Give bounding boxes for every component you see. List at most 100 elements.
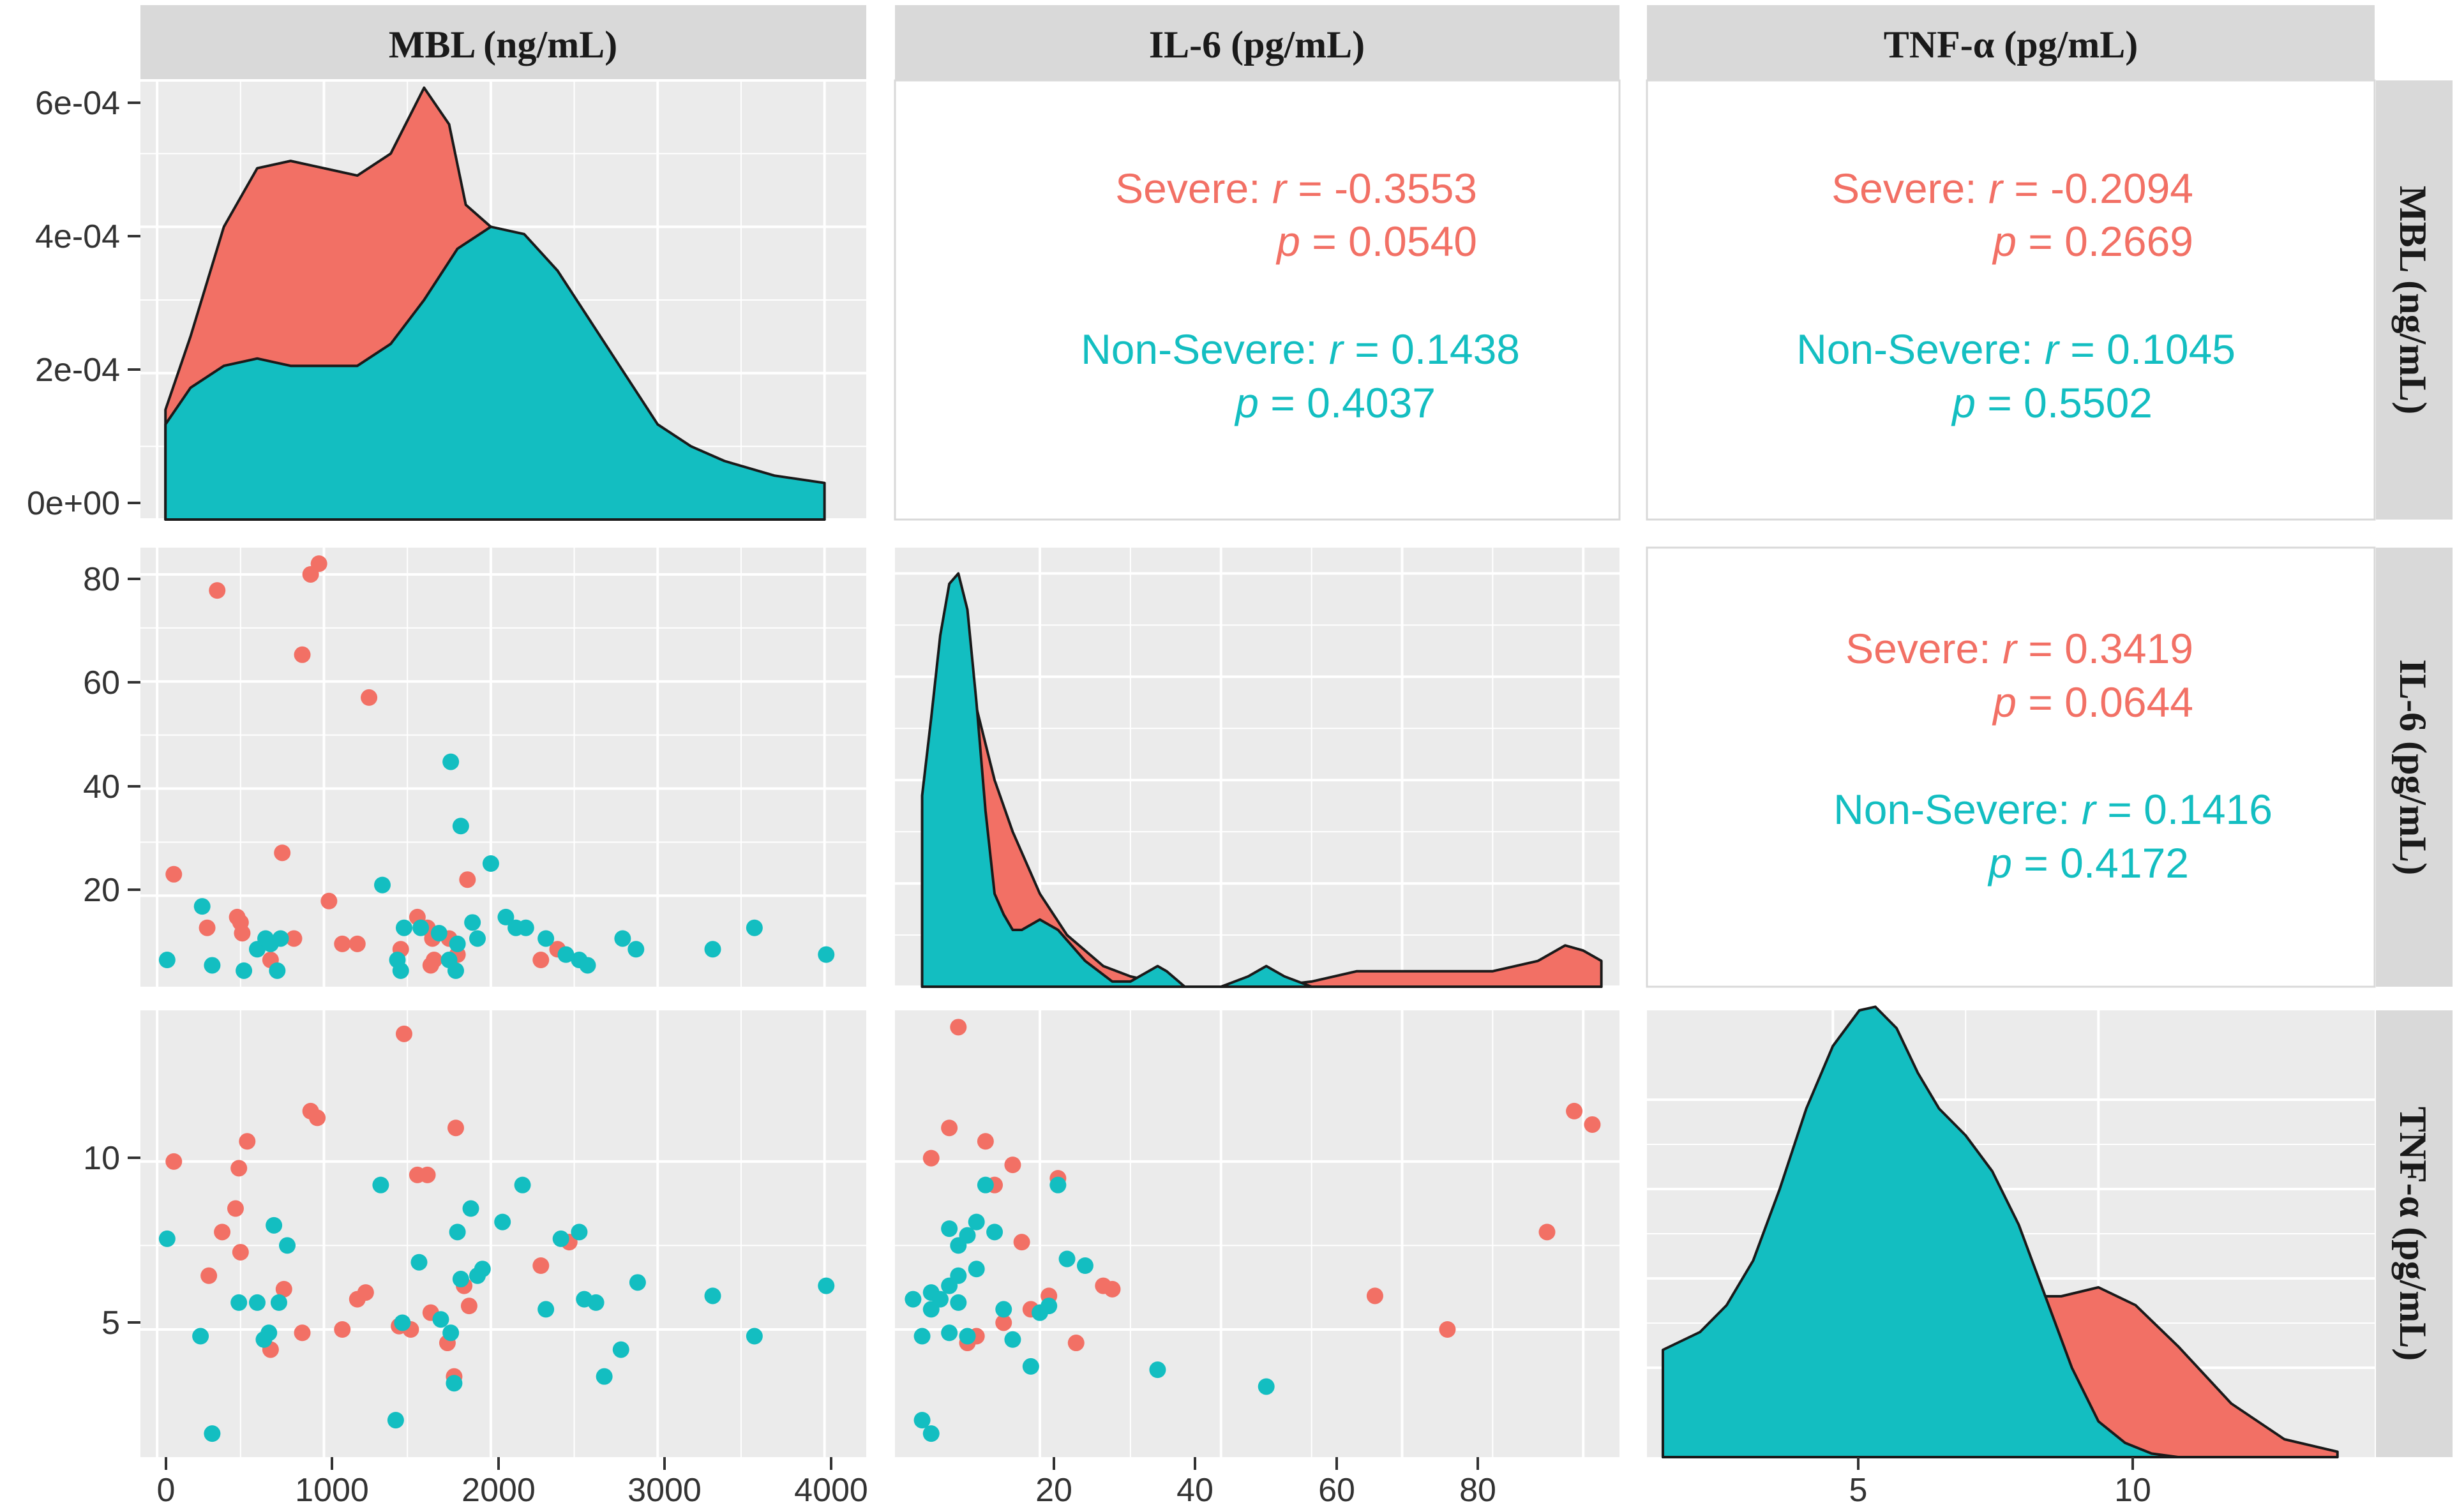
corr-severe-p: p = 0.0644 <box>1992 678 2193 726</box>
scatter-point-severe <box>285 930 303 947</box>
scatter-point-severe <box>209 582 226 599</box>
x-axis-mbl: 0 1000 2000 3000 4000 <box>157 1457 868 1509</box>
y-tick-label: 40 <box>83 768 120 805</box>
mbl-density-plot <box>140 79 866 521</box>
scatter-point-non-severe <box>158 1230 176 1247</box>
row-strip-label-tnf: TNF-α (pg/mL) <box>2392 1107 2434 1361</box>
corr-severe-r: Severe: r = 0.3419 <box>1845 625 2193 672</box>
scatter-point-non-severe <box>442 753 460 770</box>
scatter-point-non-severe <box>447 962 465 979</box>
scatter-point-non-severe <box>1022 1358 1039 1375</box>
scatter-point-non-severe <box>612 1341 629 1358</box>
scatter-point-severe <box>447 1119 465 1137</box>
scatter-point-non-severe <box>950 1267 967 1284</box>
gridlines <box>895 548 1619 988</box>
scatter-point-non-severe <box>1076 1257 1093 1274</box>
scatter-point-non-severe <box>968 1213 985 1231</box>
scatter-point-non-severe <box>986 1224 1003 1241</box>
scatter-point-severe <box>320 892 338 909</box>
scatter-point-severe <box>294 646 311 663</box>
scatter-point-non-severe <box>627 941 645 958</box>
scatter-point-non-severe <box>517 919 534 936</box>
corr-mbl-il6: Severe: r = -0.3553 p = 0.0540 Non-Sever… <box>1081 165 1520 426</box>
scatter-point-non-severe <box>494 1213 511 1231</box>
scatter-point-non-severe <box>442 1324 460 1342</box>
density-area-non-severe <box>1661 1005 2180 1458</box>
scatter-point-severe <box>922 1149 940 1167</box>
scatter-point-non-severe <box>394 1314 411 1331</box>
scatter-point-non-severe <box>905 1291 922 1308</box>
corr-nonsevere-r: Non-Severe: r = 0.1416 <box>1833 786 2273 833</box>
scatter-point-severe <box>977 1133 994 1150</box>
scatter-point-non-severe <box>204 957 221 974</box>
scatter-point-non-severe <box>266 1216 283 1234</box>
gridlines <box>140 1010 866 1457</box>
scatter-point-severe <box>232 1243 249 1261</box>
scatter-point-non-severe <box>452 818 469 835</box>
scatter-point-severe <box>361 689 378 706</box>
column-strip-label-mbl: MBL (ng/mL) <box>389 24 617 66</box>
scatter-point-severe <box>419 1166 436 1183</box>
scatter-point-non-severe <box>269 962 286 979</box>
scatter-point-non-severe <box>372 1176 389 1194</box>
y-axis-tnf: 10 5 <box>83 1140 140 1342</box>
scatter-point-non-severe <box>395 919 412 936</box>
scatter-point-severe <box>234 925 251 942</box>
panel-corr-mbl-tnf <box>1646 79 2376 521</box>
x-tick-label: 10 <box>2114 1472 2151 1509</box>
il6-vs-mbl-scatter <box>140 548 866 987</box>
scatter-point-non-severe <box>392 962 409 979</box>
scatter-point-non-severe <box>412 919 430 936</box>
row-strip-mbl: MBL (ng/mL) <box>2376 80 2453 520</box>
scatter-point-non-severe <box>192 1328 209 1345</box>
x-tick-label: 5 <box>1849 1472 1868 1509</box>
x-tick-label: 2000 <box>462 1472 536 1509</box>
row-strip-label-mbl: MBL (ng/mL) <box>2392 186 2434 414</box>
scatter-point-non-severe <box>1058 1250 1076 1268</box>
row-strip-label-il6: IL-6 (pg/mL) <box>2392 659 2434 875</box>
il6-density-plot <box>895 548 1619 988</box>
scatter-point-non-severe <box>579 957 596 974</box>
scatter-point-non-severe <box>1258 1378 1275 1395</box>
scatter-point-severe <box>1004 1156 1021 1174</box>
row-strip-tnf: TNF-α (pg/mL) <box>2376 1010 2453 1457</box>
corr-nonsevere-p: p = 0.4172 <box>1987 839 2189 887</box>
density-area-non-severe <box>164 225 826 521</box>
panel-corr-mbl-il6 <box>894 79 1621 521</box>
scatter-point-non-severe <box>449 1224 466 1241</box>
scatter-point-severe <box>950 1019 967 1036</box>
scatter-point-non-severe <box>236 962 253 979</box>
scatter-point-non-severe <box>158 952 176 969</box>
column-strip-il6: IL-6 (pg/mL) <box>895 5 1619 80</box>
scatter-point-non-severe <box>746 1328 763 1345</box>
y-axis-mbl-density: 6e-04 4e-04 2e-04 0e+00 <box>27 85 140 522</box>
scatter-point-severe <box>941 1119 958 1137</box>
scatter-point-non-severe <box>462 1200 479 1217</box>
scatter-point-non-severe <box>818 1277 835 1294</box>
scatter-point-non-severe <box>1149 1361 1166 1379</box>
scatter-point-non-severe <box>746 919 763 936</box>
tnf-vs-mbl-scatter <box>140 1010 866 1457</box>
scatter-point-severe <box>1566 1102 1583 1119</box>
tnf-density-plot <box>1647 1005 2375 1458</box>
scatter-point-non-severe <box>818 946 835 963</box>
scatter-point-severe <box>274 844 291 862</box>
scatter-point-non-severe <box>587 1294 605 1311</box>
scatter-point-non-severe <box>913 1412 931 1429</box>
scatter-point-non-severe <box>497 908 515 925</box>
corr-severe-r: Severe: r = -0.3553 <box>1115 165 1477 212</box>
scatter-point-severe <box>227 1200 244 1217</box>
scatter-point-non-severe <box>474 1261 491 1278</box>
corr-severe-p: p = 0.2669 <box>1992 218 2193 265</box>
corr-nonsevere-r: Non-Severe: r = 0.1438 <box>1081 326 1520 373</box>
scatter-point-severe <box>532 1257 550 1274</box>
corr-nonsevere-p: p = 0.5502 <box>1951 379 2153 426</box>
panel-corr-il6-tnf <box>1646 546 2376 988</box>
scatter-point-severe <box>230 1160 248 1177</box>
scatter-point-non-severe <box>537 1301 555 1318</box>
scatter-point-non-severe <box>230 1294 248 1311</box>
scatter-point-non-severe <box>514 1176 531 1194</box>
scatter-point-severe <box>1013 1234 1030 1251</box>
scatter-point-non-severe <box>248 1294 266 1311</box>
scatter-point-severe <box>310 555 327 573</box>
